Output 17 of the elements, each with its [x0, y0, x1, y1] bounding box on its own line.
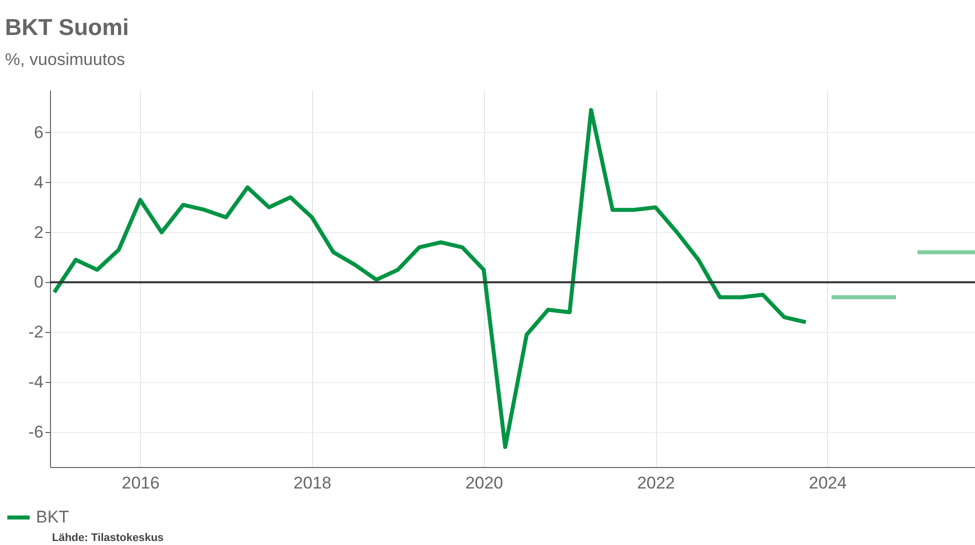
x-tick-label: 2024 — [808, 474, 847, 492]
line-series — [52, 108, 808, 450]
y-tick-label: -2 — [28, 322, 44, 342]
y-tick-label: 0 — [34, 272, 44, 292]
y-tick-label: 4 — [34, 172, 44, 192]
y-tick-label: 6 — [34, 122, 44, 142]
x-tick-label: 2022 — [637, 474, 675, 492]
y-tick-label: 2 — [34, 222, 44, 242]
x-tick-label: 2020 — [465, 474, 504, 492]
legend-label: BKT — [36, 508, 70, 526]
x-tick-label: 2016 — [122, 474, 160, 492]
y-tick-label: -6 — [28, 422, 44, 442]
y-tick-label: -4 — [28, 372, 44, 392]
chart-title: BKT Suomi — [5, 14, 129, 40]
text: Lähde: Tilastokeskus — [52, 532, 164, 544]
chart-subtitle: %, vuosimuutos — [5, 50, 125, 69]
x-tick-label: 2018 — [294, 474, 332, 492]
